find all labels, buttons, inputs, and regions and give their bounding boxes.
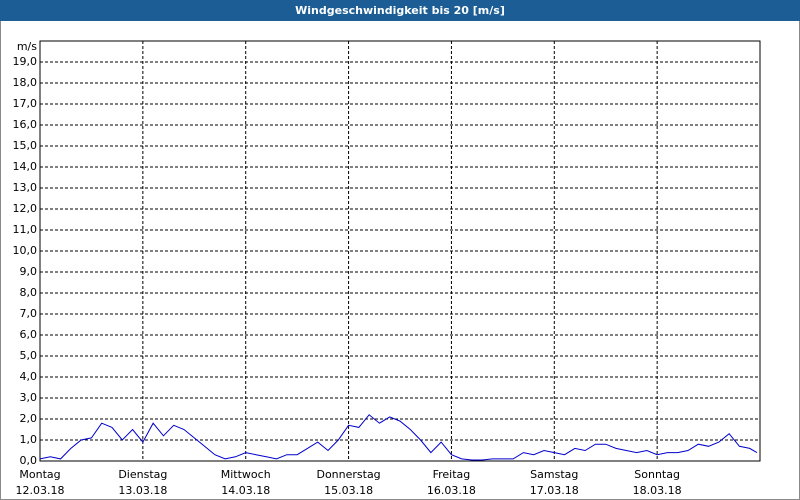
y-tick-label: 8,0 (20, 286, 38, 299)
y-tick-label: 2,0 (20, 412, 38, 425)
title-bar (0, 0, 800, 21)
y-tick-label: 9,0 (20, 265, 38, 278)
data-line (39, 414, 758, 461)
x-tick-label: Freitag (433, 468, 471, 481)
x-tick-label: Mittwoch (221, 468, 271, 481)
y-tick-label: 7,0 (20, 307, 38, 320)
y-tick-label: 5,0 (20, 349, 38, 362)
y-tick-label: 6,0 (20, 328, 38, 341)
y-tick-label: 15,0 (13, 139, 38, 152)
chart-title: Windgeschwindigkeit bis 20 [m/s] (295, 4, 505, 17)
x-tick-date: 17.03.18 (530, 484, 579, 497)
x-tick-label: Donnerstag (316, 468, 380, 481)
y-tick-label: 18,0 (13, 76, 38, 89)
y-tick-label: 16,0 (13, 118, 38, 131)
x-tick-date: 18.03.18 (633, 484, 682, 497)
x-tick-label: Sonntag (634, 468, 680, 481)
x-tick-label: Montag (19, 468, 60, 481)
y-tick-label: 0,0 (20, 454, 38, 467)
y-tick-label: 1,0 (20, 433, 38, 446)
x-tick-date: 16.03.18 (427, 484, 476, 497)
x-tick-date: 12.03.18 (16, 484, 65, 497)
y-tick-label: 13,0 (13, 181, 38, 194)
x-tick-label: Samstag (530, 468, 578, 481)
x-tick-date: 13.03.18 (118, 484, 167, 497)
y-tick-label: 19,0 (13, 55, 38, 68)
y-tick-label: 4,0 (20, 370, 38, 383)
x-tick-label: Dienstag (118, 468, 167, 481)
x-tick-date: 14.03.18 (221, 484, 270, 497)
y-tick-label: 10,0 (13, 244, 38, 257)
x-tick-date: 15.03.18 (324, 484, 373, 497)
y-unit: m/s (17, 40, 37, 53)
y-tick-label: 11,0 (13, 223, 38, 236)
y-tick-label: 3,0 (20, 391, 38, 404)
y-tick-label: 14,0 (13, 160, 38, 173)
y-tick-label: 12,0 (13, 202, 38, 215)
plot-frame (39, 40, 761, 462)
y-tick-label: 17,0 (13, 97, 38, 110)
